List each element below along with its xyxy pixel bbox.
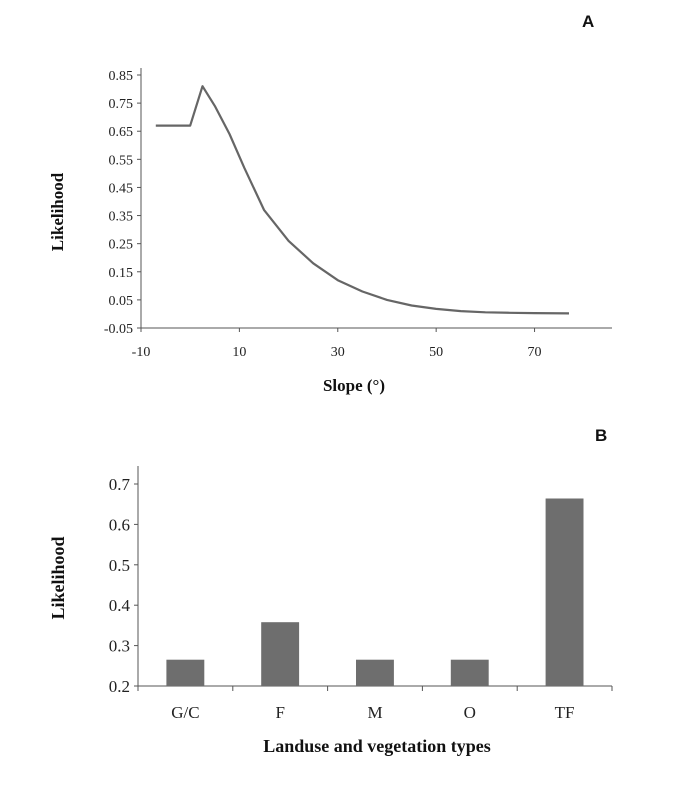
panel-b-y-tick-label: 0.6 xyxy=(109,515,130,534)
panel-b-bars xyxy=(166,498,584,686)
panel-a-x-axis-label: Slope (°) xyxy=(323,376,385,395)
panel-b-category-label: G/C xyxy=(171,703,199,722)
panel-b-y-tick-label: 0.5 xyxy=(109,556,130,575)
panel-b-y-tick-label: 0.3 xyxy=(109,637,130,656)
panel-a-y-tick-label: 0.05 xyxy=(109,294,134,309)
panel-b-category-label: O xyxy=(464,703,476,722)
bar-o xyxy=(450,659,489,686)
panel-a-y-tick-label: 0.85 xyxy=(109,69,134,84)
panel-a-line-chart: A -0.05 0.05 0.15 0.25 0.35 0.45 0.55 0.65 0.75 0… xyxy=(48,12,612,395)
bar-g-c xyxy=(166,659,205,686)
panel-a-y-tick-label: 0.55 xyxy=(109,153,134,168)
panel-a-y-tick-label: 0.35 xyxy=(109,210,134,225)
panel-b-y-tick-label: 0.2 xyxy=(109,677,130,696)
panel-b-bar-chart: B 0.2 0.3 0.4 0.5 0.6 0.7 G/C F M O TF Landuse an… xyxy=(48,426,613,756)
panel-b-category-label: F xyxy=(275,703,284,722)
panel-b-x-axis-label: Landuse and vegetation types xyxy=(263,736,491,756)
panel-a-x-tick-label: 70 xyxy=(528,345,542,360)
panel-a-x-ticks: -10 10 30 50 70 xyxy=(132,328,542,360)
panel-b-category-label: M xyxy=(367,703,382,722)
panel-a-letter: A xyxy=(582,12,594,31)
panel-b-y-tick-label: 0.7 xyxy=(109,475,131,494)
panel-b-y-ticks: 0.2 0.3 0.4 0.5 0.6 0.7 xyxy=(109,475,138,696)
panel-b-letter: B xyxy=(595,426,607,445)
panel-a-x-tick-label: -10 xyxy=(132,345,151,360)
panel-b-y-tick-label: 0.4 xyxy=(109,596,131,615)
panel-a-y-tick-label: 0.75 xyxy=(109,97,134,112)
panel-a-y-ticks: -0.05 0.05 0.15 0.25 0.35 0.45 0.55 0.65 0.75 0.8… xyxy=(104,69,141,337)
bar-m xyxy=(356,659,394,686)
bar-f xyxy=(261,622,300,686)
panel-a-y-tick-label: 0.65 xyxy=(109,125,134,140)
panel-a-x-tick-label: 10 xyxy=(232,345,246,360)
panel-a-y-tick-label: 0.25 xyxy=(109,238,134,253)
panel-a-y-axis-label: Likelihood xyxy=(48,172,67,251)
panel-a-x-tick-label: 50 xyxy=(429,345,443,360)
bar-tf xyxy=(545,498,584,686)
panel-a-y-tick-label: -0.05 xyxy=(104,322,133,337)
panel-b-x-ticks: G/C F M O TF xyxy=(137,686,613,722)
panel-a-y-tick-label: 0.15 xyxy=(109,266,134,281)
panel-b-y-axis-label: Likelihood xyxy=(48,536,68,619)
panel-a-y-tick-label: 0.45 xyxy=(109,181,134,196)
panel-a-x-tick-label: 30 xyxy=(331,345,345,360)
panel-a-likelihood-line xyxy=(155,85,570,315)
panel-b-category-label: TF xyxy=(555,703,575,722)
